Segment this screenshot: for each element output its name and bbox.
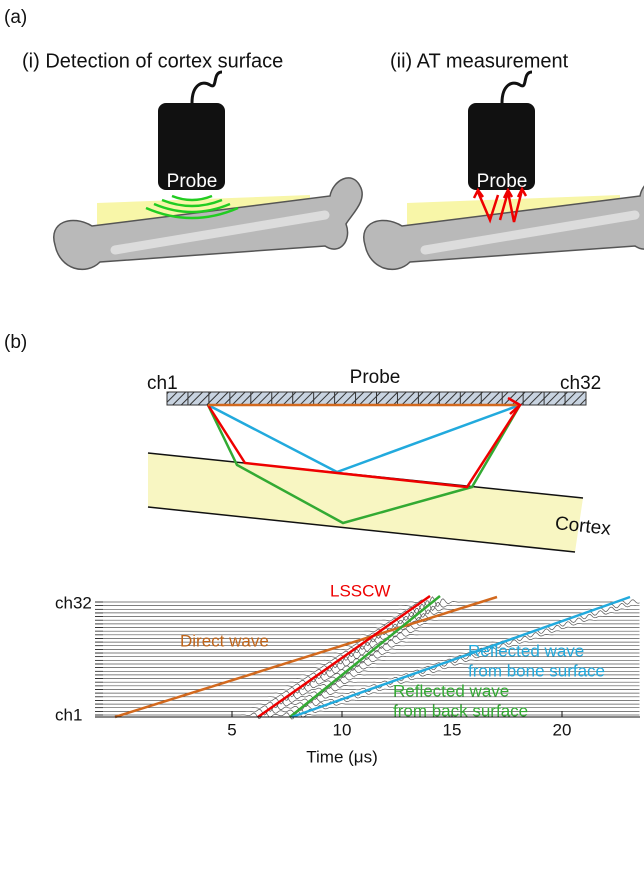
trace: [95, 708, 640, 715]
trace: [95, 612, 640, 620]
panel-label: (a): [4, 7, 27, 28]
channel-label: ch32: [55, 593, 92, 612]
probe-label: Probe: [167, 171, 218, 192]
probe-label: Probe: [477, 171, 528, 192]
annotation: LSSCW: [330, 581, 390, 600]
trace: [95, 608, 640, 617]
x-tick-label: 15: [443, 720, 462, 739]
trace: [95, 711, 640, 719]
x-axis-label: Time (μs): [306, 747, 378, 766]
annotation: from back surface: [393, 701, 528, 720]
panel-label: (b): [4, 332, 27, 353]
trace: [95, 682, 640, 689]
trace: [95, 624, 640, 631]
panel-title: (ii) AT measurement: [390, 50, 569, 72]
x-tick-label: 10: [333, 720, 352, 739]
probe-label: Probe: [350, 367, 401, 388]
x-tick-label: 5: [227, 720, 236, 739]
trace: [95, 628, 640, 635]
trace: [95, 700, 640, 707]
channel-label: ch1: [55, 705, 82, 724]
channel-label: ch32: [560, 373, 601, 394]
cortex: [148, 453, 583, 552]
figure: (a) (i) Detection of cortex surface (ii)…: [0, 0, 644, 880]
channel-label: ch1: [147, 373, 178, 394]
annotation: Reflected wave: [468, 641, 584, 660]
trace: [95, 704, 640, 711]
annotation: Reflected wave: [393, 681, 509, 700]
panel-title: (i) Detection of cortex surface: [22, 50, 283, 72]
annotation: from bone surface: [468, 661, 605, 680]
x-tick-label: 20: [553, 720, 572, 739]
annotation: Direct wave: [180, 631, 269, 650]
